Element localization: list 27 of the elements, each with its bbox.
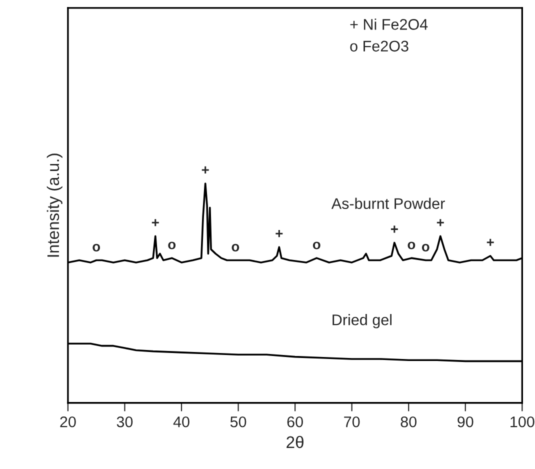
x-tick-label: 30 — [116, 416, 133, 428]
x-tick-label: 60 — [287, 416, 303, 428]
x-tick-label: 50 — [230, 416, 246, 428]
x-tick-label: 80 — [400, 416, 417, 428]
annotation: + — [152, 219, 159, 226]
annotation: o — [92, 244, 100, 252]
annotation: + — [436, 219, 444, 226]
x-tick-label: 20 — [60, 416, 76, 428]
x-tick-label: 70 — [344, 416, 360, 428]
annotation: o — [422, 244, 430, 252]
x-tick-label: 100 — [510, 416, 534, 428]
annotation: o — [232, 244, 240, 252]
x-tick-label: 40 — [173, 416, 190, 428]
series-label: As-burnt Powder — [331, 198, 445, 209]
annotation: o — [408, 242, 416, 250]
annotation: o — [168, 242, 176, 250]
annotation: + — [486, 238, 494, 246]
x-axis-title: 2θ — [286, 436, 304, 448]
annotation: + — [202, 166, 209, 174]
annotation: + — [390, 226, 398, 233]
series-label: Dried gel — [332, 314, 392, 328]
y-axis-title: Intensity (a.u.) — [46, 154, 62, 257]
annotation: + — [276, 230, 283, 238]
x-tick-label: 90 — [458, 416, 474, 428]
annotation: o — [312, 242, 320, 250]
text: o Fe2O3 — [350, 40, 408, 52]
text: + Ni Fe2O4 — [350, 18, 428, 30]
